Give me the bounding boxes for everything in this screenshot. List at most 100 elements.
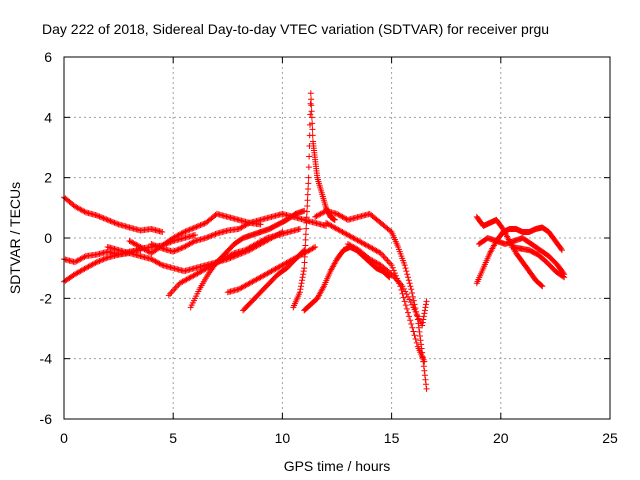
data-point [422,381,429,388]
data-point [415,324,422,331]
data-point [383,256,390,263]
data-point [420,313,427,320]
data-point [302,242,309,249]
x-tick-label: 10 [275,430,291,446]
data-point [403,305,410,312]
data-point [93,212,100,219]
data-point [93,259,100,266]
data-point [298,280,305,287]
data-point [388,262,395,269]
data-point [423,298,430,305]
data-point [304,202,311,209]
data-point [192,231,199,238]
data-point [403,291,410,298]
data-point [404,309,411,316]
chart-title: Day 222 of 2018, Sidereal Day-to-day VTE… [42,21,549,37]
data-point [303,208,310,215]
data-point [306,153,313,160]
data-point [157,244,164,251]
data-point [182,228,189,235]
data-point [197,222,204,229]
x-tick-label: 20 [493,430,509,446]
data-point [308,102,315,109]
data-point [296,289,303,296]
data-point [305,180,312,187]
data-point [170,248,177,255]
data-point [97,257,104,264]
x-tick-label: 0 [60,430,68,446]
data-point [406,280,413,287]
data-point [409,324,416,331]
data-point [302,236,309,243]
data-point [198,221,205,228]
x-tick-label: 15 [384,430,400,446]
data-point [309,132,316,139]
data-point [422,376,429,383]
data-point [100,215,107,222]
data-point [208,232,215,239]
series-arc-a [61,194,166,235]
data-point [301,253,308,260]
data-point [417,337,424,344]
series-arc-h [187,207,308,311]
series-arc-s [508,244,568,281]
data-point [411,332,418,339]
grid-lines [64,57,610,419]
data-point [212,231,219,238]
data-point [168,289,175,296]
data-point [92,259,99,266]
data-point [561,274,568,281]
data-point [408,286,415,293]
data-point [305,164,312,171]
data-point [153,243,160,250]
data-point [400,285,407,292]
data-point [300,268,307,275]
data-point [389,264,396,271]
y-tick-label: 4 [44,109,52,125]
data-point [95,258,102,265]
data-point [151,242,158,249]
data-point [148,241,155,248]
data-point [192,224,199,231]
series-arc-f [148,210,330,255]
data-point [413,339,420,346]
series-arc-j [240,247,308,314]
data-point [404,271,411,278]
data-point [416,333,423,340]
data-point [172,247,179,254]
data-point [402,302,409,309]
y-tick-label: 6 [44,49,52,65]
data-point [165,292,172,299]
data-point [205,233,212,240]
data-point [174,283,181,290]
data-point [409,301,416,308]
y-tick-label: -2 [40,290,53,306]
data-point [196,222,203,229]
data-point [407,283,414,290]
data-point [149,241,156,248]
data-point [560,273,567,280]
data-point [96,213,103,220]
axis-ticks: 0 5 10 15 20 25 -6 -4 -2 0 2 4 6 [40,49,618,446]
data-point [193,223,200,230]
data-point [172,284,179,291]
data-point [409,290,416,297]
data-point [407,299,414,306]
data-point [301,247,308,254]
data-point [299,274,306,281]
data-point [420,316,427,323]
data-point [421,372,428,379]
data-point [403,268,410,275]
data-point [558,247,565,254]
data-point [406,313,413,320]
data-point [410,297,417,304]
data-point [101,255,108,262]
data-point [304,197,311,204]
data-point [307,111,314,118]
data-point [100,256,107,263]
data-point [99,256,106,263]
data-point [421,358,428,365]
data-point [400,294,407,301]
x-tick-label: 25 [602,430,618,446]
data-point [103,216,110,223]
